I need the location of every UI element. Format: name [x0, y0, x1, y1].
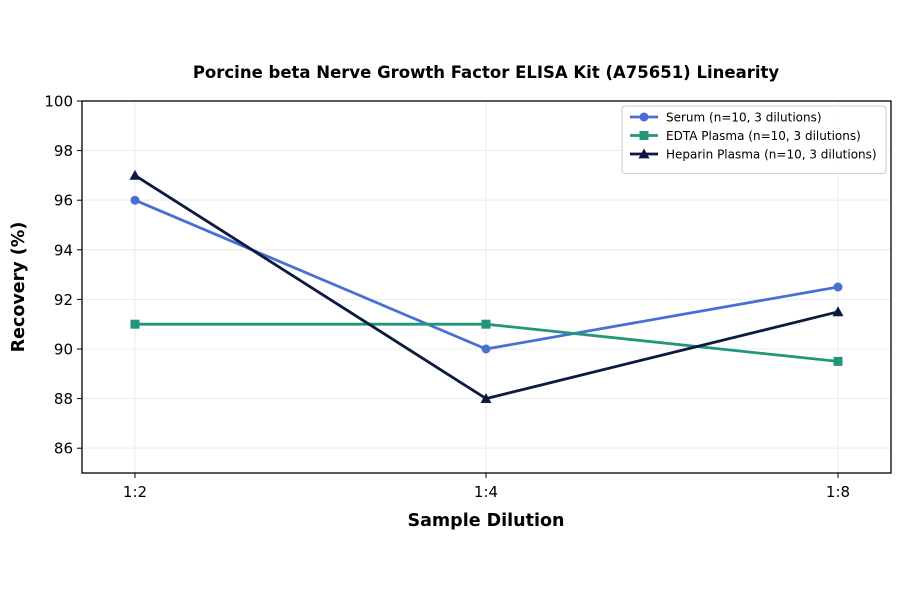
data-point: [481, 319, 491, 329]
series-1: [130, 195, 843, 354]
data-point: [481, 344, 491, 354]
legend-label: Heparin Plasma (n=10, 3 dilutions): [666, 148, 877, 162]
data-point: [480, 393, 492, 403]
y-tick-label: 94: [54, 241, 73, 259]
legend: Serum (n=10, 3 dilutions) EDTA Plasma (n=…: [621, 105, 887, 174]
legend-entry: Serum (n=10, 3 dilutions): [630, 111, 822, 125]
legend-entry: Heparin Plasma (n=10, 3 dilutions): [630, 148, 877, 162]
y-tick-label: 92: [54, 291, 73, 309]
x-tick-label: 1:2: [123, 483, 147, 501]
y-tick-label: 100: [44, 93, 73, 111]
series-3: [129, 169, 844, 403]
legend-marker: [638, 148, 650, 159]
data-point: [832, 306, 844, 317]
legend-label: Serum (n=10, 3 dilutions): [666, 111, 822, 125]
x-axis-label: Sample Dilution: [408, 511, 565, 531]
series-line: [135, 322, 839, 363]
x-tick-label: 1:8: [826, 483, 850, 501]
series-line: [134, 174, 839, 401]
legend-entry: EDTA Plasma (n=10, 3 dilutions): [630, 129, 861, 143]
series-2: [130, 319, 843, 366]
data-point: [833, 282, 843, 292]
y-axis-label: Recovery (%): [9, 222, 29, 353]
legend-box: [621, 105, 887, 174]
data-point: [129, 169, 141, 180]
chart-title: Porcine beta Nerve Growth Factor ELISA K…: [193, 63, 780, 82]
legend-label: EDTA Plasma (n=10, 3 dilutions): [666, 129, 861, 143]
y-axis: 86 88 90 92 94 96 98 100: [44, 93, 82, 458]
y-tick-label: 90: [54, 341, 73, 359]
y-tick-label: 96: [54, 192, 73, 210]
y-tick-label: 98: [54, 142, 73, 160]
data-point: [130, 195, 140, 205]
y-tick-label: 88: [54, 390, 73, 408]
series-layer: [129, 169, 844, 403]
legend-marker: [639, 131, 649, 140]
legend-marker: [639, 112, 649, 122]
data-point: [833, 356, 843, 366]
data-point: [130, 319, 140, 329]
x-axis: 1:2 1:4 1:8: [123, 473, 850, 501]
y-tick-label: 86: [54, 440, 73, 458]
x-tick-label: 1:4: [474, 483, 498, 501]
